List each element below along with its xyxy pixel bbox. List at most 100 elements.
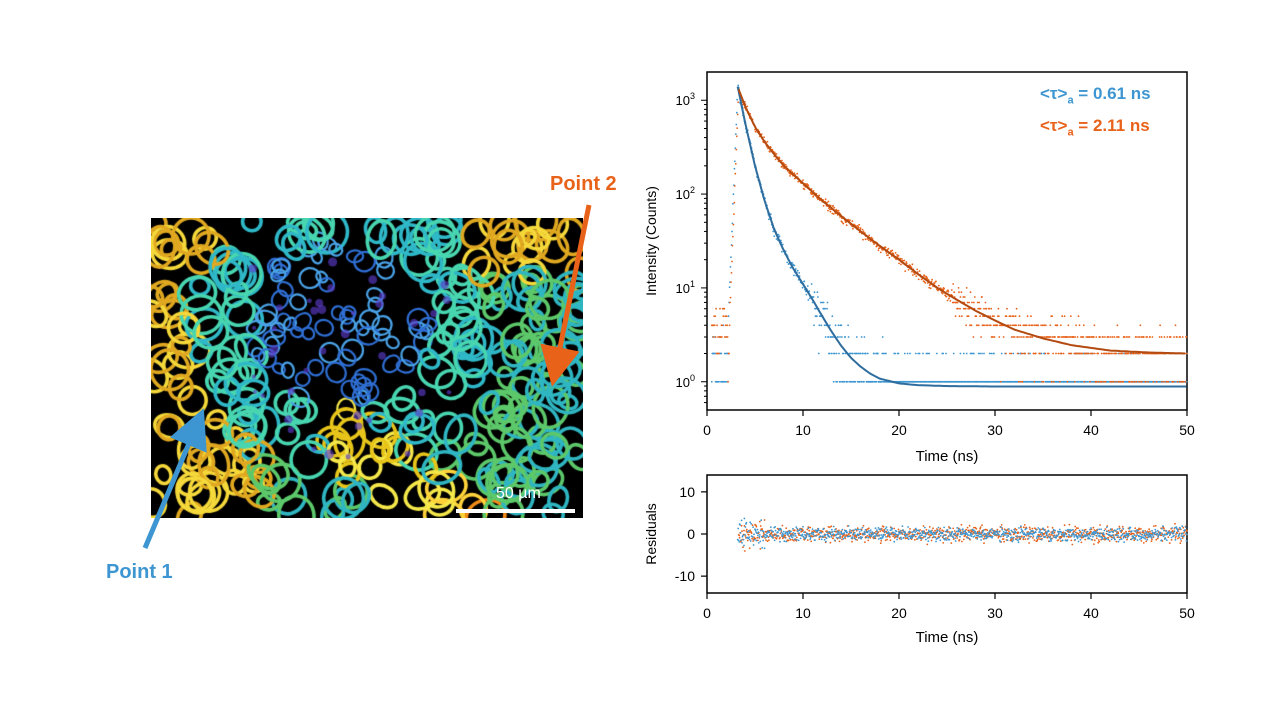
residual-data-point	[836, 533, 838, 536]
residual-data-point	[900, 536, 902, 539]
residual-data-point	[910, 535, 913, 537]
residual-data-point	[1046, 526, 1049, 528]
decay-data-point	[852, 227, 854, 230]
residual-data-point	[1069, 535, 1071, 537]
residual-data-point	[1108, 534, 1111, 536]
residual-data-point	[808, 529, 811, 532]
decay-data-point	[942, 352, 945, 355]
residual-data-point	[1053, 531, 1056, 534]
residual-data-point	[804, 533, 806, 536]
residual-data-point	[1017, 541, 1020, 544]
residual-data-point	[789, 538, 792, 541]
decay-data-point	[847, 336, 850, 338]
residual-data-point	[993, 533, 995, 536]
residual-data-point	[973, 535, 976, 537]
residual-data-point	[807, 527, 810, 530]
residual-data-point	[922, 532, 924, 535]
decay-data-point	[966, 301, 969, 304]
decay-data-point	[992, 336, 994, 338]
residual-data-point	[942, 535, 945, 538]
decay-data-point	[1022, 336, 1025, 338]
residual-data-point	[926, 532, 929, 534]
residual-data-point	[1105, 526, 1108, 529]
decay-data-point	[906, 352, 909, 355]
residual-data-point	[738, 541, 741, 543]
residual-data-point	[962, 532, 965, 535]
decay-data-point	[777, 233, 780, 236]
decay-data-point	[1034, 352, 1037, 355]
scale-bar	[456, 509, 575, 513]
residual-data-point	[769, 526, 772, 528]
residual-data-point	[1113, 537, 1115, 540]
decay-data-point	[1095, 336, 1098, 338]
residual-data-point	[848, 535, 850, 538]
residual-data-point	[855, 536, 858, 539]
residual-data-point	[740, 524, 743, 527]
residual-data-point	[870, 535, 873, 538]
residual-data-point	[920, 537, 923, 540]
residual-data-point	[872, 532, 875, 535]
residual-data-point	[753, 533, 755, 536]
residual-data-point	[1059, 537, 1062, 540]
decay-plot-frame	[706, 71, 1188, 411]
decay-data-point	[1166, 336, 1169, 338]
residual-data-point	[1005, 531, 1008, 534]
residual-data-point	[756, 528, 759, 531]
residual-data-point	[1109, 531, 1112, 533]
residual-data-point	[924, 526, 926, 529]
decay-x-ticks: 0 10 20 30 40 50	[703, 410, 1195, 438]
residual-data-point	[1024, 528, 1027, 531]
decay-data-point	[965, 324, 968, 327]
decay-data-point	[1054, 336, 1056, 338]
residual-data-point	[891, 527, 894, 530]
residual-data-point	[786, 532, 789, 534]
decay-data-point	[1013, 336, 1016, 338]
decay-data-point	[1141, 380, 1143, 383]
decay-data-point	[988, 307, 991, 310]
decay-data-point	[1069, 352, 1071, 355]
decay-data-point	[821, 301, 824, 304]
decay-data-point	[793, 172, 796, 175]
decay-data-point	[1040, 352, 1043, 355]
residual-data-point	[1093, 539, 1096, 542]
residual-data-point	[889, 539, 892, 542]
decay-data-point	[880, 380, 883, 383]
residual-data-point	[1058, 530, 1061, 533]
residual-data-point	[904, 537, 907, 540]
decay-x-tick-label: 40	[1083, 422, 1099, 438]
residual-data-point	[914, 535, 917, 538]
decay-data-point	[840, 380, 842, 383]
decay-data-point	[1158, 336, 1161, 338]
decay-data-point	[926, 277, 929, 280]
residual-data-point	[794, 532, 797, 535]
decay-data-point	[983, 307, 985, 310]
residual-data-point	[851, 540, 853, 543]
residual-data-point	[741, 530, 743, 533]
residual-data-point	[1104, 528, 1107, 530]
residual-data-point	[1015, 531, 1017, 534]
residual-data-point	[920, 539, 922, 541]
residual-data-point	[1008, 528, 1010, 530]
residual-data-point	[755, 539, 758, 542]
residual-data-point	[1071, 543, 1074, 546]
residual-data-point	[1060, 533, 1063, 536]
residual-data-point	[955, 534, 957, 536]
residual-data-point	[927, 533, 930, 536]
residual-data-point	[1143, 534, 1146, 537]
decay-data-point	[837, 209, 840, 212]
residual-data-point	[751, 537, 753, 540]
decay-data-point	[1043, 324, 1046, 327]
residual-data-point	[806, 528, 809, 531]
residual-data-point	[866, 535, 869, 537]
residual-data-point	[1099, 524, 1101, 526]
decay-data-point	[1058, 380, 1061, 383]
decay-data-point	[1081, 352, 1084, 355]
residual-data-point	[1078, 534, 1080, 537]
residual-data-point	[1033, 539, 1036, 541]
residual-data-point	[829, 526, 831, 529]
residual-data-point	[1137, 531, 1140, 534]
residual-data-point	[812, 533, 814, 536]
residual-data-point	[827, 526, 830, 528]
residual-data-point	[906, 536, 909, 539]
decay-data-point	[1030, 315, 1032, 318]
